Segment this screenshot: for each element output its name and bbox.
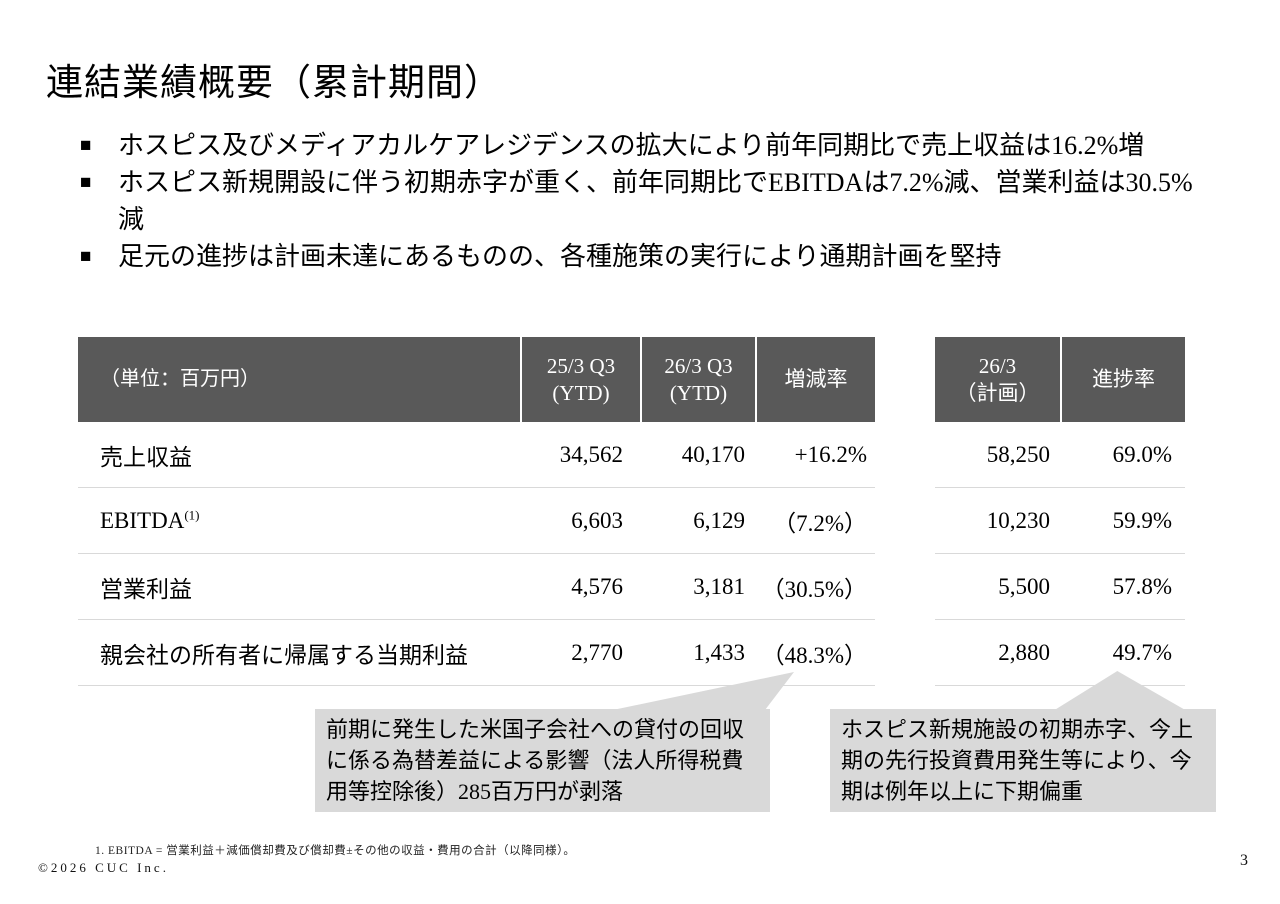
cell-change: +16.2% — [794, 441, 867, 467]
row-label: 親会社の所有者に帰属する当期利益 — [78, 636, 520, 670]
col-header-line: (YTD) — [669, 380, 728, 405]
table-row: 営業利益 4,576 3,181 （30.5%） — [78, 554, 875, 620]
table-row: 親会社の所有者に帰属する当期利益 2,770 1,433 （48.3%） — [78, 620, 875, 686]
row-label-text: EBITDA — [100, 507, 185, 533]
row-label-text: 営業利益 — [100, 576, 192, 602]
col-header-change: 増減率 — [755, 337, 875, 422]
cell-curr: 1,433 — [693, 639, 745, 665]
col-header-plan: 26/3 （計画） — [935, 337, 1060, 422]
results-table: （単位：百万円） 25/3 Q3 (YTD) 26/3 Q3 (YTD) 増減率… — [78, 337, 875, 686]
cell-prev: 2,770 — [571, 639, 623, 665]
cell-plan: 58,250 — [986, 441, 1050, 467]
plan-table: 26/3 （計画） 進捗率 58,250 69.0% 10,230 59.9% … — [935, 337, 1185, 686]
cell-plan: 2,880 — [998, 639, 1050, 665]
bullet-item: ■ 足元の進捗は計画未達にあるものの、各種施策の実行により通期計画を堅持 — [80, 238, 1200, 275]
cell-curr: 3,181 — [693, 573, 745, 599]
col-header-line: 26/3 Q3 — [664, 353, 733, 378]
table-row: 売上収益 34,562 40,170 +16.2% — [78, 422, 875, 488]
col-header-line: 26/3 — [978, 353, 1017, 378]
cell-change: （7.2%） — [773, 510, 867, 536]
page-number: 3 — [1240, 852, 1248, 869]
col-header-curr-ytd: 26/3 Q3 (YTD) — [640, 337, 755, 422]
cell-progress: 69.0% — [1112, 441, 1172, 467]
cell-progress: 59.9% — [1112, 507, 1172, 533]
table-row: 58,250 69.0% — [935, 422, 1185, 488]
row-label-text: 売上収益 — [100, 444, 192, 470]
cell-prev: 34,562 — [559, 441, 623, 467]
row-label: EBITDA(1) — [78, 508, 520, 534]
results-table-header: （単位：百万円） 25/3 Q3 (YTD) 26/3 Q3 (YTD) 増減率 — [78, 337, 875, 422]
bullet-square-icon: ■ — [80, 135, 92, 156]
summary-bullets: ■ ホスピス及びメディアカルケアレジデンスの拡大により前年同期比で売上収益は16… — [80, 127, 1200, 275]
copyright: ©2026 CUC Inc. — [38, 860, 169, 875]
bullet-text: ホスピス新規開設に伴う初期赤字が重く、前年同期比でEBITDAは7.2%減、営業… — [118, 168, 1193, 234]
row-label: 売上収益 — [78, 438, 520, 472]
table-row: 5,500 57.8% — [935, 554, 1185, 620]
cell-progress: 57.8% — [1112, 573, 1172, 599]
table-row: EBITDA(1) 6,603 6,129 （7.2%） — [78, 488, 875, 554]
footnote: 1. EBITDA = 営業利益＋減価償却費及び償却費±その他の収益・費用の合計… — [95, 845, 576, 857]
footnote-ref: (1) — [184, 506, 200, 522]
col-header-prev-ytd: 25/3 Q3 (YTD) — [520, 337, 640, 422]
col-header-progress: 進捗率 — [1060, 337, 1185, 422]
col-header-line: （計画） — [955, 380, 1040, 405]
col-header-line: 増減率 — [784, 367, 848, 391]
row-label-text: 親会社の所有者に帰属する当期利益 — [100, 642, 468, 668]
bullet-square-icon: ■ — [80, 246, 92, 267]
cell-plan: 5,500 — [998, 573, 1050, 599]
bullet-item: ■ ホスピス新規開設に伴う初期赤字が重く、前年同期比でEBITDAは7.2%減、… — [80, 164, 1200, 238]
cell-prev: 6,603 — [571, 507, 623, 533]
table-row: 2,880 49.7% — [935, 620, 1185, 686]
cell-change: （48.3%） — [761, 642, 867, 668]
plan-table-header: 26/3 （計画） 進捗率 — [935, 337, 1185, 422]
bullet-text: 足元の進捗は計画未達にあるものの、各種施策の実行により通期計画を堅持 — [118, 242, 1002, 271]
callout-right: ホスピス新規施設の初期赤字、今上期の先行投資費用発生等により、今期は例年以上に下… — [830, 709, 1216, 812]
cell-curr: 6,129 — [693, 507, 745, 533]
cell-progress: 49.7% — [1112, 639, 1172, 665]
col-header-line: 25/3 Q3 — [546, 353, 616, 378]
bullet-square-icon: ■ — [80, 172, 92, 193]
bullet-item: ■ ホスピス及びメディアカルケアレジデンスの拡大により前年同期比で売上収益は16… — [80, 127, 1200, 164]
cell-curr: 40,170 — [681, 441, 745, 467]
row-label: 営業利益 — [78, 570, 520, 604]
page-title: 連結業績概要（累計期間） — [46, 63, 502, 104]
col-header-line: 進捗率 — [1092, 367, 1155, 391]
bullet-text: ホスピス及びメディアカルケアレジデンスの拡大により前年同期比で売上収益は16.2… — [118, 131, 1145, 160]
cell-prev: 4,576 — [571, 573, 623, 599]
col-header-line: (YTD) — [552, 380, 610, 405]
cell-plan: 10,230 — [986, 507, 1050, 533]
cell-change: （30.5%） — [761, 576, 867, 602]
table-row: 10,230 59.9% — [935, 488, 1185, 554]
unit-label-header: （単位：百万円） — [100, 368, 260, 390]
callout-left: 前期に発生した米国子会社への貸付の回収に係る為替差益による影響（法人所得税費用等… — [315, 709, 770, 812]
